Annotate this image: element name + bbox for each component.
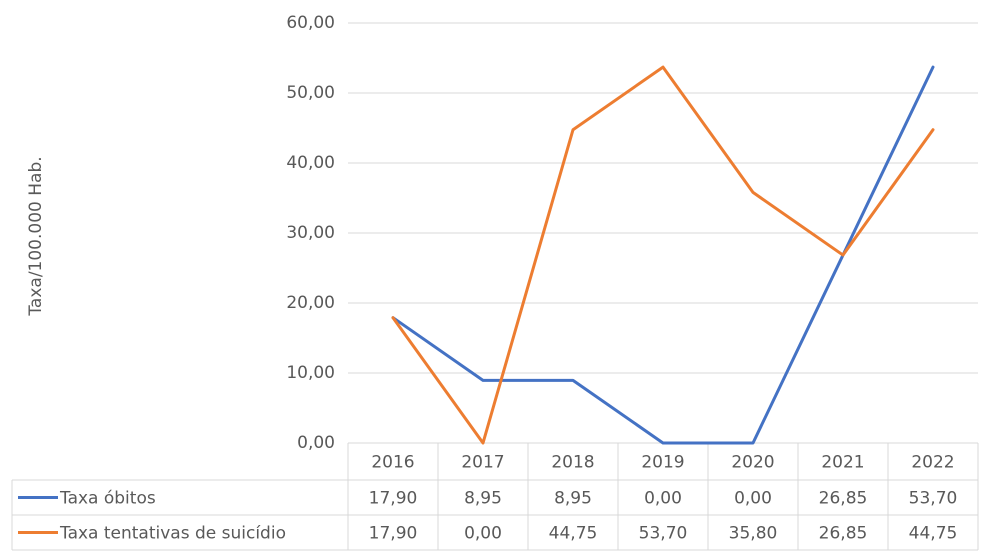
data-label: 44,75 <box>909 524 958 544</box>
x-tick-label: 2021 <box>821 453 864 473</box>
x-tick-label: 2016 <box>371 453 414 473</box>
data-label: 0,00 <box>464 524 502 544</box>
legend-label: Taxa óbitos <box>59 489 156 509</box>
x-tick-label: 2020 <box>731 453 774 473</box>
y-tick-label: 40,00 <box>286 153 335 173</box>
data-label: 44,75 <box>549 524 598 544</box>
y-tick-label: 60,00 <box>286 13 335 33</box>
y-tick-label: 10,00 <box>286 363 335 383</box>
data-label: 8,95 <box>464 489 502 509</box>
data-label: 0,00 <box>644 489 682 509</box>
y-tick-label: 20,00 <box>286 293 335 313</box>
data-label: 53,70 <box>909 489 958 509</box>
x-tick-label: 2022 <box>911 453 954 473</box>
data-label: 8,95 <box>554 489 592 509</box>
y-tick-label: 50,00 <box>286 83 335 103</box>
data-label: 17,90 <box>369 524 418 544</box>
data-label: 53,70 <box>639 524 688 544</box>
x-tick-label: 2018 <box>551 453 594 473</box>
x-tick-label: 2019 <box>641 453 684 473</box>
data-label: 0,00 <box>734 489 772 509</box>
legend-label: Taxa tentativas de suicídio <box>59 524 286 544</box>
y-axis-label: Taxa/100.000 Hab. <box>26 156 46 316</box>
x-tick-label: 2017 <box>461 453 504 473</box>
data-label: 26,85 <box>819 489 868 509</box>
data-label: 17,90 <box>369 489 418 509</box>
y-tick-label: 0,00 <box>297 433 335 453</box>
y-tick-label: 30,00 <box>286 223 335 243</box>
data-label: 26,85 <box>819 524 868 544</box>
series-line <box>391 65 935 445</box>
data-label: 35,80 <box>729 524 778 544</box>
